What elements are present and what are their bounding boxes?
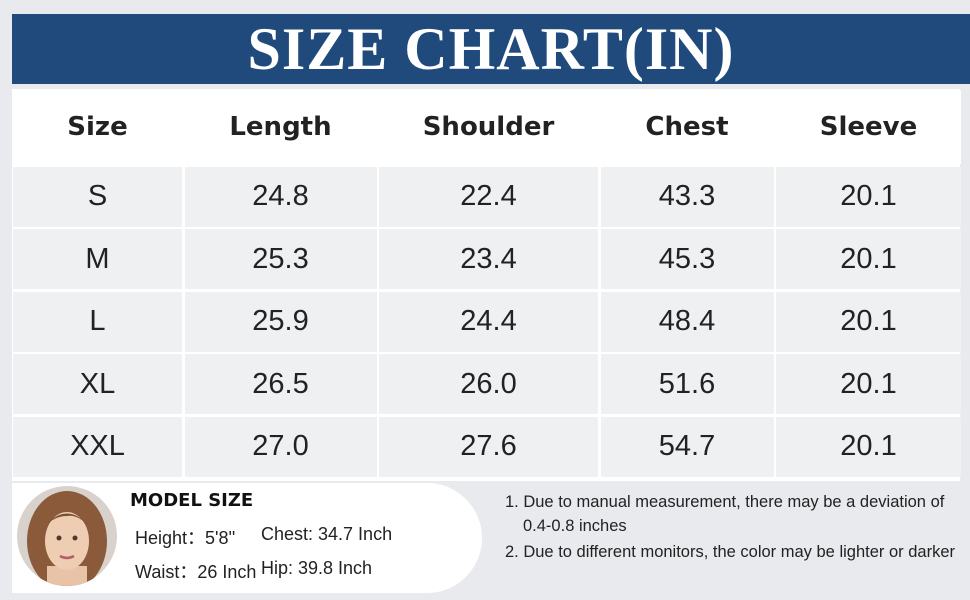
table-cell: 22.4: [379, 166, 598, 227]
model-measurement: Hip: 39.8 Inch: [261, 558, 373, 578]
column-header: Shoulder: [379, 90, 598, 164]
table-cell: 54.7: [600, 416, 774, 477]
table-cell: 51.6: [600, 354, 774, 414]
table-cell: 48.4: [600, 291, 774, 352]
model-measurement: Chest: 34.7 Inch: [261, 524, 393, 544]
table-cell: 27.6: [379, 416, 598, 477]
size-table: Size Length Shoulder Chest Sleeve S 24.8 22.4 43…: [12, 89, 961, 481]
table-cell: 20.1: [776, 166, 961, 227]
note: 1. Due to manual measurement, there may …: [505, 493, 945, 535]
table-cell: 45.3: [600, 229, 774, 289]
table-cell: 27.0: [184, 416, 377, 477]
table-cell: 24.8: [184, 166, 377, 227]
table-cell: 43.3: [600, 166, 774, 227]
table-cell: 25.9: [184, 291, 377, 352]
model-measurement: Height：5'8'': [135, 528, 236, 548]
column-header: Length: [184, 90, 377, 164]
title: SIZE CHART(IN): [247, 15, 735, 82]
column-header: Sleeve: [776, 90, 961, 164]
table-cell: 24.4: [379, 291, 598, 352]
model-heading: MODEL SIZE: [130, 490, 254, 511]
table-cell: 20.1: [776, 291, 961, 352]
model-measurement: Waist：26 Inch: [135, 562, 257, 582]
column-header: Chest: [600, 90, 774, 164]
table-cell: 26.5: [184, 354, 377, 414]
table-cell: S: [13, 166, 182, 227]
table-cell: 23.4: [379, 229, 598, 289]
table-cell: XXL: [13, 416, 182, 477]
table-cell: 26.0: [379, 354, 598, 414]
table-cell: 20.1: [776, 416, 961, 477]
column-header: Size: [13, 90, 182, 164]
title-banner: SIZE CHART(IN): [12, 14, 970, 84]
table-cell: 20.1: [776, 354, 961, 414]
table-cell: L: [13, 291, 182, 352]
note: 2. Due to different monitors, the color …: [505, 543, 955, 561]
table-cell: 25.3: [184, 229, 377, 289]
model-photo: [17, 486, 117, 586]
table-cell: M: [13, 229, 182, 289]
table-cell: XL: [13, 354, 182, 414]
table-cell: 20.1: [776, 229, 961, 289]
